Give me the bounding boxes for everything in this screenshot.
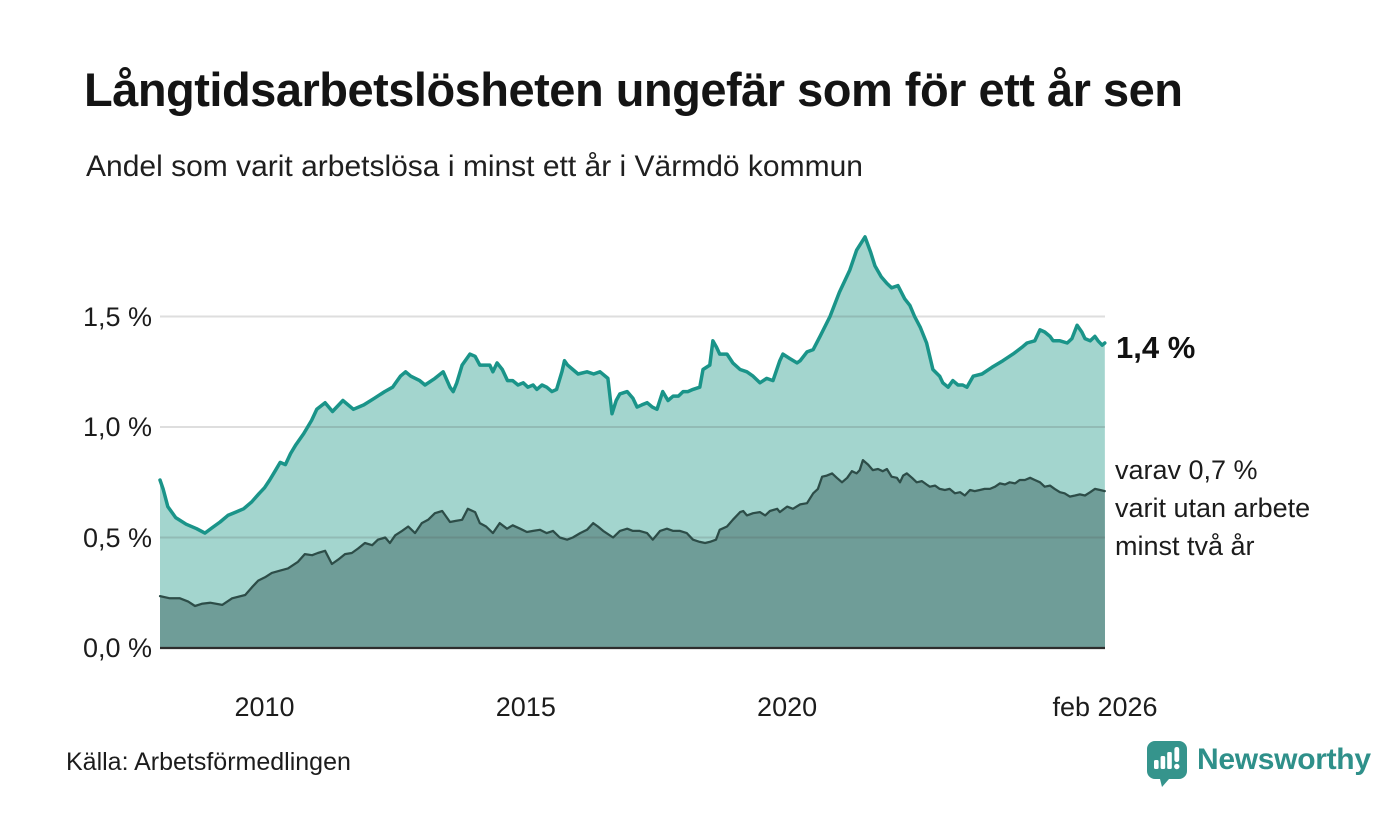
- x-tick-label: 2010: [234, 692, 295, 722]
- y-tick-label: 0,0 %: [82, 633, 152, 663]
- y-tick-label: 1,0 %: [82, 412, 152, 442]
- page-subtitle: Andel som varit arbetslösa i minst ett å…: [86, 150, 863, 183]
- y-tick-label: 1,5 %: [82, 301, 152, 332]
- subset-value-annotation: varav 0,7 % varit utan arbete minst två …: [1115, 455, 1311, 561]
- y-tick-label: 0,5 %: [82, 522, 152, 553]
- newsworthy-logo-icon: [1147, 741, 1187, 787]
- area-fill-two-year: [160, 460, 1105, 648]
- x-tick-label: feb 2026: [1052, 692, 1158, 722]
- brand-wordmark: Newsworthy: [1197, 743, 1371, 776]
- source-text: Källa: Arbetsförmedlingen: [66, 748, 351, 776]
- latest-value-annotation: 1,4 %: [1116, 330, 1196, 365]
- series-line-one-year: [158, 235, 1107, 535]
- page-title: Långtidsarbetslösheten ungefär som för e…: [84, 63, 1183, 116]
- brand-logo: Newsworthy: [1146, 740, 1371, 788]
- x-tick-label: 2020: [757, 692, 818, 722]
- x-tick-label: 2015: [495, 692, 556, 722]
- series-line-two-year: [158, 458, 1106, 608]
